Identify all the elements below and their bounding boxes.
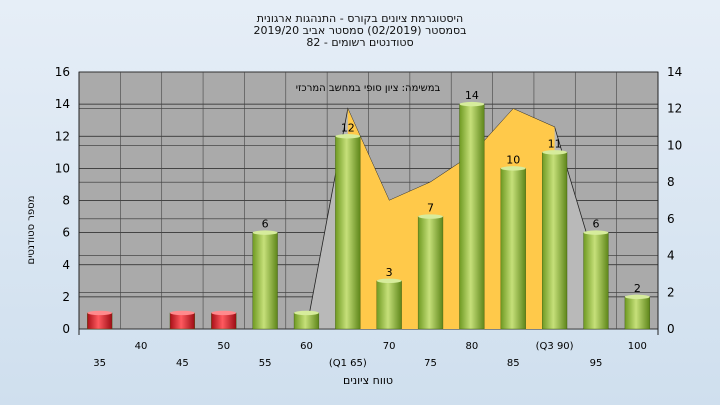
bar-cap-55: [252, 230, 278, 235]
bar-85: [500, 168, 526, 330]
y-tick-label: 10: [55, 161, 70, 175]
bar-value-label: 3: [386, 266, 393, 279]
bar-cap-35: [87, 310, 113, 316]
y-tick-label: 2: [62, 290, 70, 304]
bar-45: [169, 312, 196, 330]
bar-cap-45: [169, 310, 195, 316]
chart-title-line-2: בסמסטר (02/2019) סמסטר אביב 2019/20: [253, 24, 467, 37]
x-tick-label: 75: [424, 358, 437, 369]
x-tick-label: 80: [466, 341, 479, 352]
bar-cap-75: [418, 214, 443, 219]
bar-60: [293, 312, 320, 330]
chart-title-line-1: היסטוגרמת ציונים בקורס - התנהגות ארגונית: [256, 12, 464, 25]
x-tick-label: 85: [507, 358, 520, 369]
x-tick-label: (Q1 65): [329, 358, 367, 369]
y-tick-label-right: 6: [667, 212, 675, 226]
bar-(Q3 90): [542, 152, 568, 330]
bar-100: [624, 296, 650, 330]
x-tick-label: 35: [93, 358, 106, 369]
plot-area: 6 12 3 7 14 10 11 6 2 0 2 4 6 8 10 12 14 16 0 2 4 6 8 10 12 14 35 4…: [55, 65, 683, 369]
bar-cap-60: [294, 310, 319, 316]
y-tick-label: 6: [62, 226, 70, 240]
bar-cap-85: [500, 166, 526, 171]
y-tick-label-right: 10: [667, 138, 682, 152]
bar-value-label: 6: [262, 218, 269, 231]
bar-75: [417, 216, 444, 330]
y-tick-label-right: 14: [667, 65, 682, 79]
bar-35: [87, 312, 113, 330]
y-tick-label: 0: [62, 322, 70, 336]
y-tick-label: 8: [62, 194, 70, 208]
bar-value-label: 12: [341, 121, 355, 134]
x-tick-label: 60: [300, 341, 313, 352]
chart-annotation: במשימה: ציון סופי במחשב המרכזי: [296, 83, 441, 94]
y-axis-label: מספר סטודנטים: [26, 196, 37, 265]
bar-value-label: 7: [427, 202, 434, 215]
bar-cap-(Q3 90): [542, 150, 568, 155]
bar-cap-100: [624, 294, 650, 300]
x-tick-label: 40: [135, 341, 148, 352]
y-tick-label: 12: [55, 129, 70, 143]
y-tick-label: 4: [62, 258, 70, 272]
x-tick-label: 100: [628, 341, 647, 352]
bar-(Q1 65): [335, 136, 361, 330]
x-tick-label: 70: [383, 341, 396, 352]
bar-cap-50: [211, 310, 237, 316]
chart-title-line-3: סטודנטים רשומים - 82: [306, 36, 414, 49]
bar-value-label: 14: [465, 89, 479, 102]
y-tick-label-right: 0: [667, 322, 675, 336]
x-tick-label: 50: [217, 341, 230, 352]
bar-cap-95: [583, 230, 609, 235]
x-axis-label: טווח ציונים: [343, 374, 393, 387]
y-tick-label: 16: [55, 65, 70, 79]
x-tick-label: 95: [590, 358, 603, 369]
bar-cap-80: [459, 101, 485, 107]
bar-value-label: 6: [592, 218, 599, 231]
x-tick-label: (Q3 90): [536, 341, 574, 352]
y-tick-label-right: 8: [667, 175, 675, 189]
bar-70: [376, 280, 402, 330]
x-tick-label: 45: [176, 358, 189, 369]
bar-55: [252, 232, 278, 330]
bar-cap-70: [376, 278, 402, 284]
bar-cap-(Q1 65): [335, 134, 361, 139]
y-tick-label: 14: [55, 97, 70, 111]
bar-80: [459, 103, 485, 330]
y-tick-label-right: 12: [667, 102, 682, 116]
bar-value-label: 11: [548, 137, 562, 150]
x-tick-label: 55: [259, 358, 272, 369]
bar-95: [583, 232, 609, 330]
bar-50: [211, 312, 237, 330]
bar-value-label: 10: [506, 153, 520, 166]
y-tick-label-right: 2: [667, 285, 675, 299]
y-tick-label-right: 4: [667, 249, 675, 263]
bar-value-label: 2: [634, 282, 641, 295]
